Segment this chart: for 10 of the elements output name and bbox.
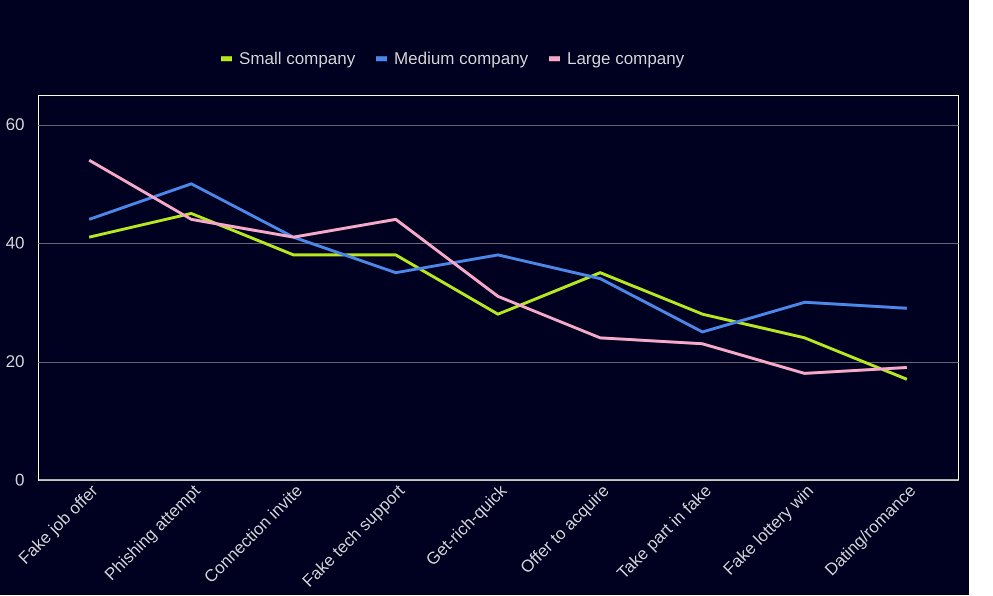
y-tick-label: 0 [15, 470, 24, 490]
line-series [88, 212, 908, 381]
y-tick-label: 20 [6, 352, 24, 372]
legend-label: Small company [239, 48, 356, 68]
legend-label: Medium company [394, 48, 529, 68]
line-series [88, 158, 908, 375]
legend-label: Large company [567, 48, 685, 68]
line-series [88, 182, 908, 334]
y-tick-label: 60 [6, 115, 24, 134]
y-tick-label: 40 [6, 234, 24, 253]
